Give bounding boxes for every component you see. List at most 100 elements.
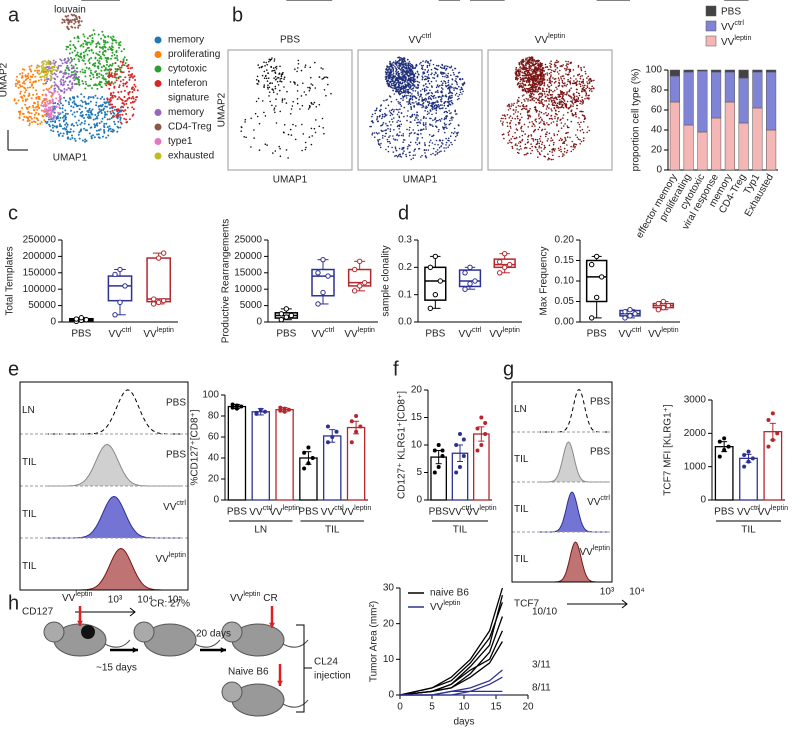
umap-dot — [564, 67, 566, 70]
umap-dot — [550, 158, 553, 161]
umap-dot — [391, 73, 393, 76]
umap-dot — [66, 60, 69, 63]
umap-dot — [542, 103, 544, 106]
umap-dot — [503, 137, 505, 140]
umap-dot — [547, 86, 550, 88]
umap-dot — [123, 96, 126, 98]
umap-dot — [402, 68, 405, 71]
umap-dot — [406, 101, 408, 103]
umap-dot — [71, 51, 74, 54]
umap-dot — [392, 84, 395, 87]
umap-dot — [41, 68, 44, 70]
umap-dot — [530, 76, 532, 79]
umap-dot — [521, 89, 524, 91]
umap-dot — [408, 86, 410, 88]
umap-dot — [69, 87, 72, 90]
legend-dot — [154, 65, 162, 73]
point — [627, 307, 633, 313]
umap-dot — [394, 147, 397, 150]
y-tick-label: 0.2 — [398, 262, 412, 273]
umap-dot — [393, 109, 395, 111]
umap-dot — [581, 75, 583, 77]
umap-dot — [522, 78, 525, 81]
umap-dot — [515, 68, 517, 71]
umap-dot — [569, 136, 571, 139]
umap-dot — [393, 93, 396, 95]
point — [283, 314, 290, 320]
umap-dot — [420, 133, 422, 135]
umap-dot — [267, 77, 270, 79]
umap-dot — [406, 148, 409, 150]
point — [315, 270, 321, 276]
umap-dot — [437, 91, 439, 94]
umap-dot — [91, 108, 94, 111]
umap-dot — [577, 98, 579, 100]
umap-dot — [413, 148, 416, 151]
umap-dot — [62, 79, 65, 82]
umap-dot — [120, 50, 123, 53]
x-tick-label: VVctrl — [449, 503, 472, 518]
umap-dot — [427, 74, 430, 76]
arrow-head — [77, 620, 83, 626]
umap-dot — [406, 115, 409, 117]
sig-label: NS — [729, 0, 743, 1]
umap-dot — [453, 87, 455, 89]
umap-dot — [69, 130, 72, 133]
umap-dot — [114, 70, 117, 73]
umap-dot — [553, 133, 555, 135]
bar — [739, 457, 758, 501]
umap-dot — [57, 117, 59, 120]
umap-dot — [530, 99, 532, 102]
umap-dot — [26, 116, 29, 119]
umap-dot — [444, 82, 447, 85]
umap-dot — [544, 73, 547, 75]
legend-label: VVleptin — [430, 598, 461, 613]
umap-dot — [455, 135, 457, 138]
umap-dot — [434, 91, 437, 93]
umap-dot — [558, 82, 561, 84]
umap-dot — [86, 37, 89, 40]
umap-dot — [285, 149, 288, 151]
umap-dot — [412, 90, 414, 92]
umap-dot — [74, 63, 77, 66]
umap-dot — [395, 149, 398, 152]
umap-dot — [263, 111, 265, 114]
umap-dot — [104, 82, 107, 85]
point — [770, 411, 775, 416]
y-tick-label: 10 — [383, 654, 395, 665]
umap-dot — [68, 97, 71, 100]
umap-dot — [531, 98, 534, 101]
x-tick-label-base: VV — [143, 329, 157, 340]
umap-dot — [77, 119, 80, 122]
x-tick-label-sup: ctrl — [750, 503, 760, 512]
umap-dot — [97, 133, 100, 136]
umap-dot — [406, 128, 408, 131]
umap-dot — [531, 145, 533, 148]
bar-segment — [683, 69, 694, 73]
umap-dot — [445, 107, 447, 110]
umap-dot — [83, 57, 86, 59]
umap-dot — [67, 136, 70, 139]
umap-dot — [89, 74, 91, 77]
umap-dot — [116, 130, 119, 133]
umap-dot — [109, 83, 111, 86]
umap-dot — [519, 69, 522, 71]
umap-dot — [131, 114, 134, 117]
umap-dot — [428, 141, 431, 143]
umap-dot — [307, 108, 310, 110]
umap-dot — [403, 115, 405, 118]
row-label: TIL — [22, 561, 37, 572]
umap-dot — [53, 72, 56, 75]
umap-dot — [405, 85, 407, 87]
umap-dot — [440, 90, 443, 92]
umap-dot — [513, 102, 515, 105]
point — [766, 444, 771, 449]
umap-dot — [54, 83, 57, 86]
bar-segment — [683, 71, 694, 126]
umap-dot — [49, 109, 51, 112]
umap-dot — [527, 71, 530, 74]
umap-dot — [35, 93, 38, 95]
umap-dot — [502, 114, 504, 116]
umap-dot — [534, 78, 537, 80]
umap-dot — [38, 65, 41, 68]
